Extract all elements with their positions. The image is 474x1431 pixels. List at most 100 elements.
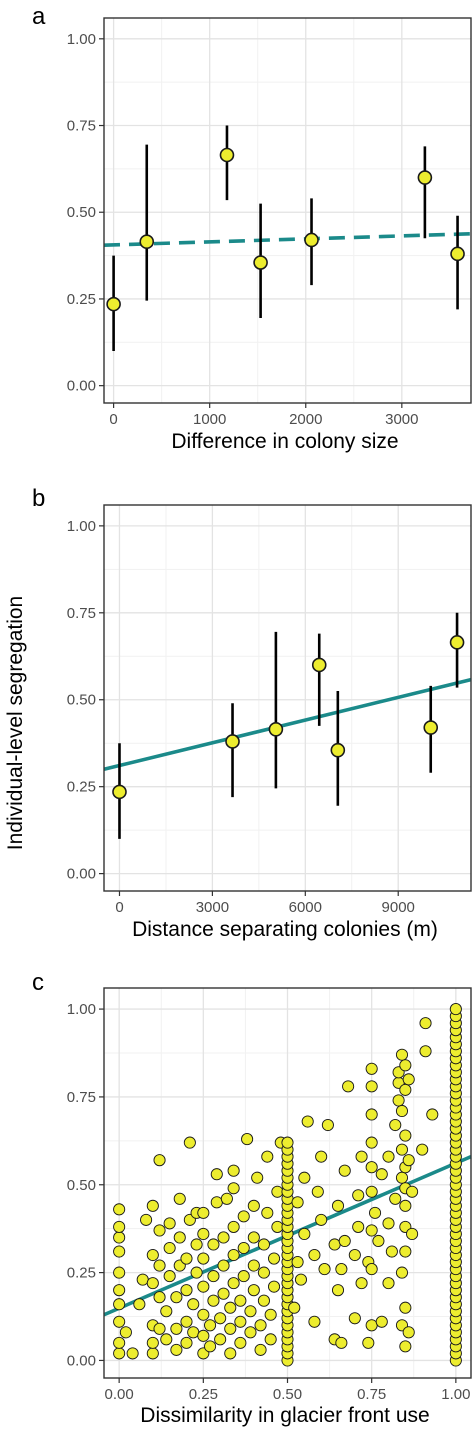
panel-c-point	[355, 1150, 368, 1163]
panel-c-point	[190, 1266, 203, 1279]
panel-c-point	[197, 1252, 210, 1265]
panel-b-point	[423, 720, 439, 735]
panel-b-point	[268, 721, 284, 737]
panel-c-point	[207, 1238, 220, 1251]
panel-c-y-tick-label: 0.00	[67, 1352, 96, 1369]
panel-c-point	[126, 1347, 139, 1360]
panel-c-point	[234, 1315, 247, 1328]
panel-c-point	[210, 1168, 223, 1181]
panel-c-point	[153, 1322, 166, 1335]
panel-c-point	[365, 1185, 378, 1198]
panel-b-y-tick-label: 1.00	[67, 518, 96, 535]
panel-c-point	[267, 1280, 281, 1293]
panel-c-point	[261, 1150, 274, 1163]
panel-c-point	[113, 1266, 126, 1279]
panel-a-y-tick-label: 0.50	[67, 204, 96, 221]
panel-c-point	[365, 1224, 378, 1237]
panel-c-point	[113, 1220, 126, 1233]
panel-c-point	[402, 1326, 415, 1339]
panel-b-x-tick-label: 9000	[382, 899, 415, 916]
panel-c-point	[244, 1326, 257, 1339]
panel-c-point	[291, 1256, 304, 1269]
panel-a-border	[103, 17, 472, 404]
panel-c-point	[170, 1343, 183, 1356]
panel-a-point	[450, 246, 465, 262]
panel-c-point	[237, 1270, 250, 1283]
panel-c-point	[153, 1259, 166, 1272]
panel-c-point	[348, 1248, 361, 1262]
panel-c-point	[365, 1136, 378, 1149]
panel-c-point	[338, 1164, 351, 1177]
panel-a-point	[139, 234, 155, 250]
panel-c-point	[385, 1245, 398, 1258]
panel-c-point	[217, 1259, 230, 1272]
panel-b-point	[112, 784, 127, 800]
panel-c-point	[183, 1136, 196, 1149]
panel-c-x-axis-title: Dissimilarity in glacier front use	[140, 1404, 429, 1427]
panel-c-point	[247, 1259, 260, 1272]
panel-c-point	[241, 1133, 254, 1146]
panel-c-point	[281, 1136, 294, 1149]
panel-c-point	[207, 1270, 220, 1283]
panel-c-point	[264, 1333, 277, 1346]
panel-c-point	[342, 1080, 355, 1093]
panel-c-point	[180, 1336, 193, 1349]
panel-c-point	[395, 1048, 409, 1061]
panel-b-point	[311, 657, 327, 673]
panel-c-point	[113, 1203, 126, 1216]
panel-a-tag: a	[32, 3, 46, 30]
panel-c-point	[173, 1231, 186, 1244]
panel-b-y-tick-label: 0.75	[67, 605, 96, 622]
panel-c-point	[335, 1336, 348, 1349]
panel-c-point	[311, 1185, 324, 1198]
panel-c-point	[419, 1017, 432, 1030]
panel-c-y-tick-label: 0.50	[67, 1177, 96, 1194]
panel-c-point	[227, 1220, 240, 1233]
panel-a-trend-line	[103, 231, 472, 247]
panel-c-point	[153, 1291, 166, 1304]
panel-a-x-tick-label: 1000	[193, 411, 226, 428]
panel-c-point	[288, 1301, 301, 1314]
panel-a-point	[304, 232, 319, 248]
panel-c-point	[416, 1143, 429, 1156]
panel-a-x-axis-title: Difference in colony size	[171, 430, 398, 453]
panel-c-point	[227, 1164, 240, 1177]
panel-c-point	[375, 1315, 388, 1328]
panel-c-point	[197, 1308, 210, 1321]
panel-c-y-tick-label: 0.75	[67, 1089, 96, 1106]
panel-c-point	[308, 1248, 321, 1262]
panel-c-point	[220, 1192, 233, 1205]
panel-c-point	[399, 1199, 412, 1212]
panel-a-point	[219, 147, 235, 163]
panel-c-point	[291, 1196, 304, 1209]
panel-c-point	[163, 1241, 176, 1255]
shared-y-axis-title: Individual-level segregation	[4, 596, 27, 851]
panel-c-point	[392, 1094, 405, 1107]
panel-b-point	[449, 635, 465, 650]
panel-c-x-tick-label: 0.75	[357, 1386, 386, 1403]
panel-c-y-tick-label: 0.25	[67, 1265, 96, 1282]
panel-c-point	[146, 1199, 159, 1212]
panel-b-plot: 0 3000 6000 9000 0.00 0.25 0.50 0.75 1.00	[67, 504, 472, 916]
panel-c-point	[163, 1270, 176, 1283]
panel-c-point	[335, 1263, 348, 1276]
panel-b-trend-line	[103, 677, 472, 772]
panel-c-point	[254, 1319, 267, 1332]
panel-c-point	[315, 1150, 328, 1163]
panel-c-point	[113, 1347, 126, 1360]
panel-c-point	[399, 1129, 412, 1142]
panel-c-point	[301, 1115, 314, 1128]
panel-b-x-axis-title: Distance separating colonies (m)	[132, 918, 438, 941]
panel-c-y-tick-label: 1.00	[67, 1001, 96, 1018]
panel-a-x-tick-label: 0	[109, 411, 117, 428]
panel-c-point	[365, 1263, 378, 1276]
panel-c-point	[382, 1217, 395, 1230]
panel-c-point	[365, 1319, 378, 1332]
panel-c-point	[160, 1305, 173, 1318]
panel-c-x-tick-label: 0.50	[273, 1386, 302, 1403]
panel-c-point	[375, 1168, 388, 1181]
panel-c-point	[308, 1315, 321, 1328]
panel-c-point	[395, 1104, 409, 1118]
panel-b-x-tick-label: 6000	[289, 899, 322, 916]
panel-c-point	[389, 1192, 402, 1205]
